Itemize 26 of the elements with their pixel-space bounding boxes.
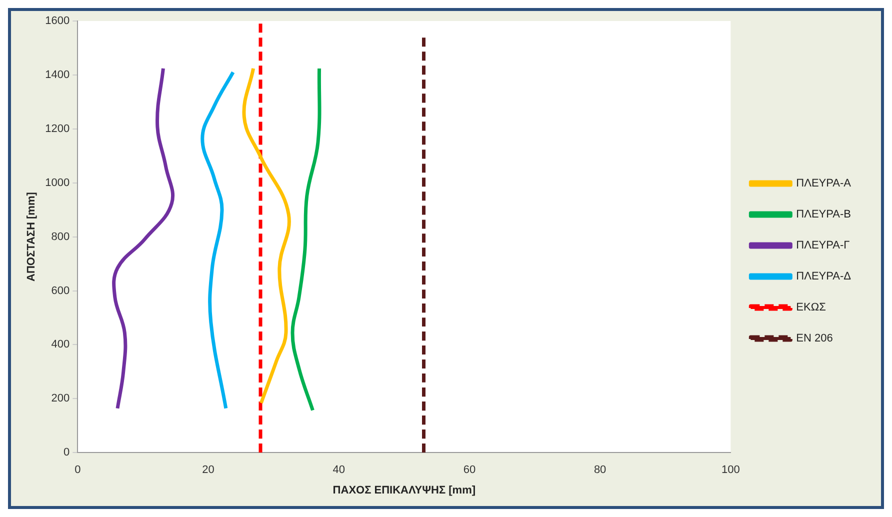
legend-label: ΠΛΕΥΡΑ-Α	[796, 178, 852, 190]
y-tick-label: 1200	[45, 122, 70, 135]
line-series	[200, 70, 235, 410]
x-tick-label: 20	[202, 464, 214, 476]
x-tick-label: 40	[332, 464, 345, 476]
line-series	[290, 66, 322, 412]
x-tick-label: 0	[74, 464, 81, 476]
y-tick-label: 600	[51, 284, 70, 297]
x-tick-label: 60	[463, 464, 476, 476]
x-axis-title: ΠΑΧΟΣ ΕΠΙΚΑΛΥΨΗΣ [mm]	[332, 484, 476, 496]
legend-label: ΠΛΕΥΡΑ-Β	[796, 208, 851, 221]
y-tick-label: 400	[51, 338, 70, 351]
y-axis-title: ΑΠΟΣΤΑΣΗ [mm]	[26, 192, 38, 282]
legend-label: ΠΛΕΥΡΑ-Γ	[796, 240, 850, 252]
legend-label: ΕΝ 206	[796, 332, 833, 345]
y-tick-label: 200	[51, 392, 70, 405]
line-series	[242, 66, 291, 405]
y-tick-label: 800	[51, 230, 70, 243]
legend-label: ΠΛΕΥΡΑ-Δ	[796, 270, 852, 283]
y-tick-label: 0	[64, 446, 70, 459]
y-tick-label: 1400	[45, 68, 70, 81]
legend-label: ΕΚΩΣ	[796, 302, 826, 314]
x-tick-label: 80	[594, 464, 606, 476]
y-tick-label: 1600	[45, 15, 70, 28]
x-tick-label: 100	[721, 464, 740, 476]
y-tick-label: 1000	[45, 176, 70, 189]
